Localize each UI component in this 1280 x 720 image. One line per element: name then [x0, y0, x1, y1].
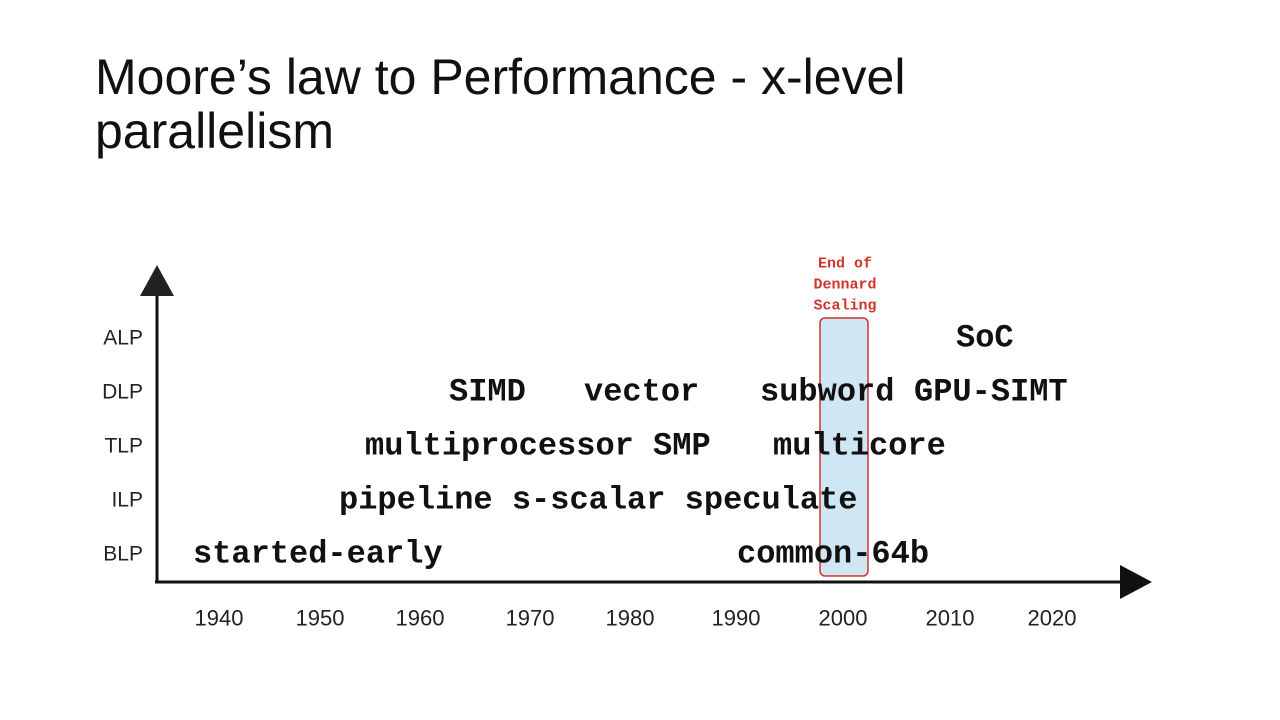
year-label: 1980 — [606, 606, 655, 631]
technique: started-early — [193, 536, 443, 573]
year-label: 1970 — [506, 606, 555, 631]
level-label: DLP — [102, 381, 143, 404]
level-label: ILP — [111, 489, 143, 512]
technique: vector — [584, 374, 699, 411]
annotation: End of — [818, 256, 872, 273]
year-label: 1950 — [296, 606, 345, 631]
technique: SIMD — [449, 374, 526, 411]
slide-title: Moore’s law to Performance - x-level par… — [95, 49, 906, 159]
annotation: Dennard — [813, 277, 876, 294]
technique: GPU-SIMT — [914, 374, 1068, 411]
technique: common-64b — [737, 536, 929, 573]
year-label: 2010 — [926, 606, 975, 631]
technique: pipeline s-scalar speculate — [339, 482, 857, 519]
technique: multiprocessor SMP — [365, 428, 711, 465]
x-arrow — [1120, 565, 1152, 599]
year-label: 2000 — [819, 606, 868, 631]
technique: SoC — [956, 320, 1014, 357]
year-label: 1940 — [195, 606, 244, 631]
technique: subword — [760, 374, 894, 411]
level-label: BLP — [103, 543, 143, 566]
annotation: Scaling — [813, 298, 876, 315]
y-arrow — [140, 265, 174, 296]
year-label: 1990 — [712, 606, 761, 631]
dennard-band — [819, 317, 869, 577]
technique: multicore — [773, 428, 946, 465]
level-label: ALP — [103, 327, 143, 350]
level-label: TLP — [104, 435, 143, 458]
year-label: 1960 — [396, 606, 445, 631]
year-label: 2020 — [1028, 606, 1077, 631]
